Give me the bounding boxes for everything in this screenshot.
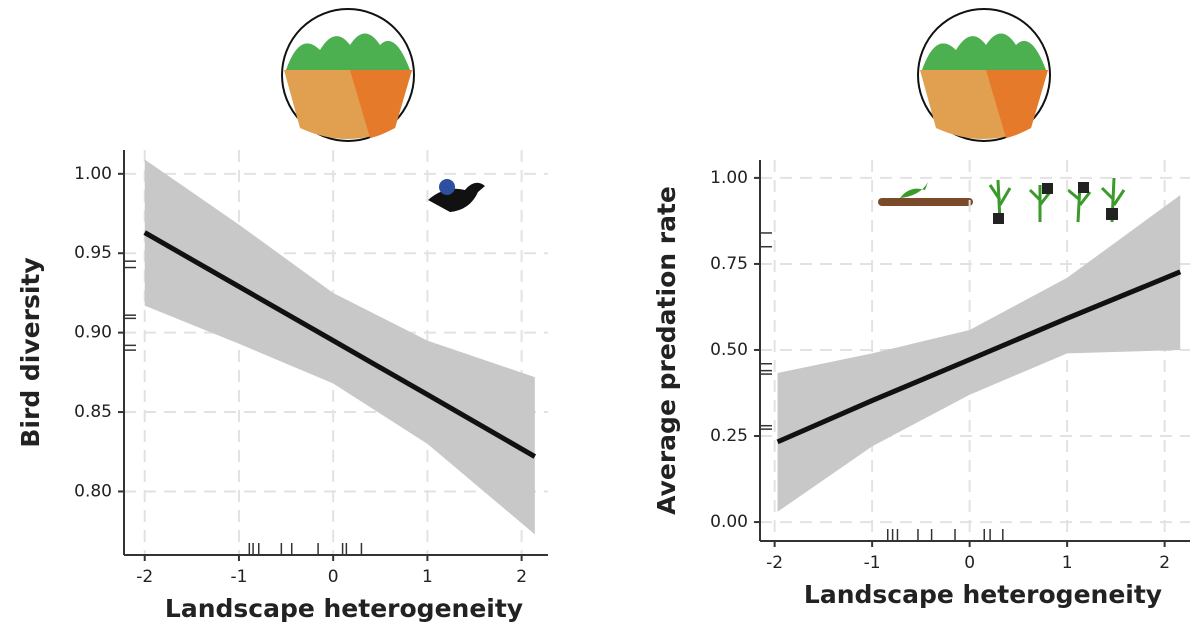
x-tick-label: -2 — [766, 553, 783, 573]
fit-line — [776, 269, 1182, 445]
x-tick-label: 2 — [516, 567, 527, 587]
y-tick-label: 0.00 — [710, 512, 748, 532]
x-tick-label: 0 — [964, 553, 975, 573]
x-axis-title: Landscape heterogeneity — [804, 580, 1162, 609]
y-tick-label: 0.85 — [74, 402, 112, 422]
y-axis-title: Average predation rate — [652, 186, 681, 515]
y-tick-label: 0.50 — [710, 340, 748, 360]
y-tick-label: 0.25 — [710, 426, 748, 446]
x-tick-label: 1 — [422, 567, 433, 587]
y-tick-label: 0.75 — [710, 254, 748, 274]
x-tick-label: 0 — [328, 567, 339, 587]
y-tick-label: 1.00 — [710, 168, 748, 188]
y-tick-label: 0.90 — [74, 323, 112, 343]
x-tick-label: -1 — [230, 567, 247, 587]
x-tick-label: -1 — [864, 553, 881, 573]
y-tick-label: 0.95 — [74, 243, 112, 263]
predation-icon — [878, 177, 1126, 224]
x-axis-title: Landscape heterogeneity — [165, 594, 523, 623]
fit-line — [143, 230, 537, 459]
habitat-icon — [281, 8, 1051, 142]
x-tick-label: 2 — [1159, 553, 1170, 573]
y-axis-title: Bird diversity — [16, 257, 45, 447]
y-tick-label: 0.80 — [74, 481, 112, 501]
bird-icon — [428, 179, 485, 212]
y-tick-label: 1.00 — [74, 164, 112, 184]
x-tick-label: -2 — [136, 567, 153, 587]
x-tick-label: 1 — [1062, 553, 1073, 573]
